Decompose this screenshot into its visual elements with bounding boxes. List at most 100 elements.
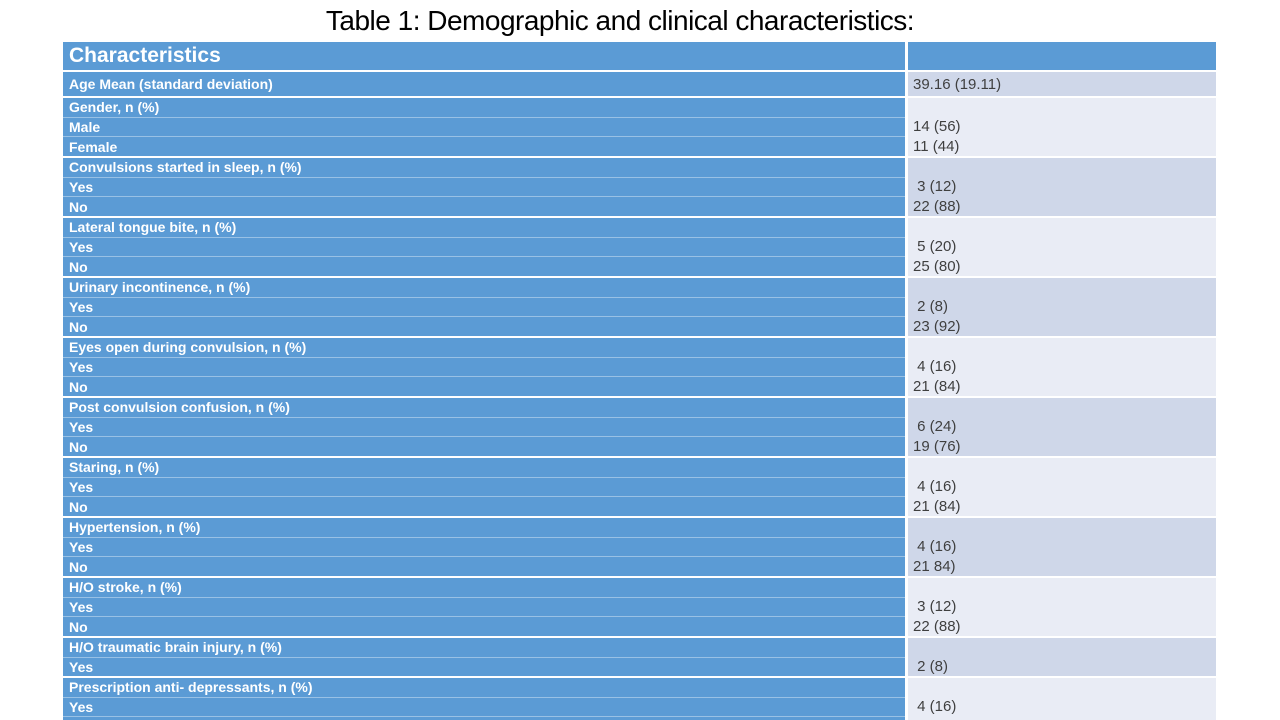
row-label-line: Yes <box>63 176 905 197</box>
row-label-line: Yes <box>63 416 905 437</box>
row-label-line: Male <box>63 116 905 137</box>
row-value-line: 22 (88) <box>913 197 961 215</box>
row-value-line: 21 (84) <box>913 377 961 395</box>
row-label-line: Yes <box>63 696 905 717</box>
row-value-line: 2 (8) <box>913 298 949 316</box>
table-row: Age Mean (standard deviation) 39.16 (19.1… <box>63 70 1216 96</box>
row-value-line: 11 (44) <box>913 137 960 155</box>
row-label-line: Post convulsion confusion, n (%) <box>69 399 290 416</box>
row-label-line: Gender, n (%) <box>69 99 160 116</box>
row-value-cell: 4 (16) 21 84) <box>908 518 1216 576</box>
row-value-cell: 2 (8) <box>908 638 1216 676</box>
row-value-line: 25 (80) <box>913 257 961 275</box>
table-row: Gender, n (%) Male Female 14 (56) 11 (44) <box>63 96 1216 156</box>
row-label-cell: Gender, n (%) Male Female <box>63 98 905 156</box>
row-value-cell: 39.16 (19.11) <box>908 72 1216 96</box>
row-label-line: Yes <box>63 236 905 257</box>
row-value-cell: 2 (8) 23 (92) <box>908 278 1216 336</box>
row-label-cell: Post convulsion confusion, n (%) Yes No <box>63 398 905 456</box>
row-label-line: Yes <box>63 296 905 317</box>
row-value-cell: 4 (16) 21 (84) <box>908 458 1216 516</box>
row-label-cell: Prescription anti- depressants, n (%) Yes <box>63 678 905 720</box>
table-row: H/O stroke, n (%) Yes No 3 (12) 22 (88) <box>63 576 1216 636</box>
table-body: Age Mean (standard deviation) 39.16 (19.1… <box>63 70 1216 720</box>
row-label-line: H/O traumatic brain injury, n (%) <box>69 639 282 656</box>
row-value-line: 3 (12) <box>913 178 957 196</box>
row-label-cell: Hypertension, n (%) Yes No <box>63 518 905 576</box>
row-label-line: Female <box>63 136 905 156</box>
row-value-line: 4 (16) <box>913 698 957 716</box>
row-value-line <box>908 158 1216 177</box>
row-label-line <box>63 716 905 720</box>
row-value-cell: 4 (16) 21 (84) <box>908 338 1216 396</box>
row-label-line: No <box>63 556 905 576</box>
row-label-cell: H/O stroke, n (%) Yes No <box>63 578 905 636</box>
row-label-line: H/O stroke, n (%) <box>69 579 182 596</box>
row-value-line <box>908 638 1216 657</box>
row-value-line: 4 (16) <box>913 478 957 496</box>
row-label-cell: Age Mean (standard deviation) <box>63 72 905 96</box>
row-value-line: 14 (56) <box>913 118 961 136</box>
row-value-line <box>908 98 1216 117</box>
row-label-line: No <box>63 256 905 276</box>
row-value-line: 3 (12) <box>913 598 957 616</box>
row-value-cell: 6 (24) 19 (76) <box>908 398 1216 456</box>
row-value-line <box>908 398 1216 417</box>
row-label-line: Yes <box>63 656 905 677</box>
row-label-line: Convulsions started in sleep, n (%) <box>69 159 302 176</box>
row-label-line: Yes <box>63 596 905 617</box>
table-row: Urinary incontinence, n (%) Yes No 2 (8) 23… <box>63 276 1216 336</box>
table-row: Post convulsion confusion, n (%) Yes No 6 … <box>63 396 1216 456</box>
table-row: Lateral tongue bite, n (%) Yes No 5 (20) 25… <box>63 216 1216 276</box>
row-value-line <box>908 218 1216 237</box>
row-label-line: Staring, n (%) <box>69 459 160 476</box>
row-value-line <box>908 458 1216 477</box>
row-value-line: 4 (16) <box>913 538 957 556</box>
row-label-line: Yes <box>63 476 905 497</box>
row-label-line: No <box>63 316 905 336</box>
row-label-line: Yes <box>63 536 905 557</box>
table-row: Hypertension, n (%) Yes No 4 (16) 21 84) <box>63 516 1216 576</box>
row-label-line: Age Mean (standard deviation) <box>69 76 273 92</box>
row-value-line: 5 (20) <box>913 238 957 256</box>
row-label-line: Hypertension, n (%) <box>69 519 201 536</box>
row-value-line: 4 (16) <box>913 358 957 376</box>
row-value-line: 39.16 (19.11) <box>913 75 1002 93</box>
header-cell-characteristics: Characteristics <box>63 42 905 70</box>
page-title: Table 1: Demographic and clinical charac… <box>325 5 915 36</box>
row-label-cell: Eyes open during convulsion, n (%) Yes No <box>63 338 905 396</box>
row-value-line <box>908 678 1216 697</box>
row-label-cell: Lateral tongue bite, n (%) Yes No <box>63 218 905 276</box>
table-header-row: Characteristics <box>63 42 1216 70</box>
row-label-line: No <box>63 196 905 216</box>
table-row: Eyes open during convulsion, n (%) Yes No … <box>63 336 1216 396</box>
row-label-line: No <box>63 376 905 396</box>
row-value-cell: 3 (12) 22 (88) <box>908 578 1216 636</box>
row-value-line <box>908 338 1216 357</box>
row-label-line: Yes <box>63 356 905 377</box>
row-label-cell: H/O traumatic brain injury, n (%) Yes <box>63 638 905 676</box>
row-value-line: 2 (8) <box>913 658 949 675</box>
table-row: H/O traumatic brain injury, n (%) Yes 2 (… <box>63 636 1216 676</box>
row-value-line: 19 (76) <box>913 437 961 455</box>
row-label-cell: Convulsions started in sleep, n (%) Yes No <box>63 158 905 216</box>
row-label-line: No <box>63 496 905 516</box>
table-row: Prescription anti- depressants, n (%) Yes… <box>63 676 1216 720</box>
row-value-line <box>908 717 1216 720</box>
table-row: Staring, n (%) Yes No 4 (16) 21 (84) <box>63 456 1216 516</box>
row-value-line <box>908 518 1216 537</box>
row-label-cell: Urinary incontinence, n (%) Yes No <box>63 278 905 336</box>
row-value-cell: 14 (56) 11 (44) <box>908 98 1216 156</box>
row-value-line: 23 (92) <box>913 317 961 335</box>
row-label-cell: Staring, n (%) Yes No <box>63 458 905 516</box>
row-value-cell: 4 (16) <box>908 678 1216 720</box>
row-value-line: 6 (24) <box>913 418 957 436</box>
row-value-line: 21 (84) <box>913 497 961 515</box>
row-value-cell: 3 (12) 22 (88) <box>908 158 1216 216</box>
characteristics-table: Characteristics Age Mean (standard devia… <box>63 42 1216 720</box>
header-cell-value <box>908 42 1216 70</box>
row-label-line: No <box>63 436 905 456</box>
row-value-line <box>908 278 1216 297</box>
row-label-line: Lateral tongue bite, n (%) <box>69 219 237 236</box>
